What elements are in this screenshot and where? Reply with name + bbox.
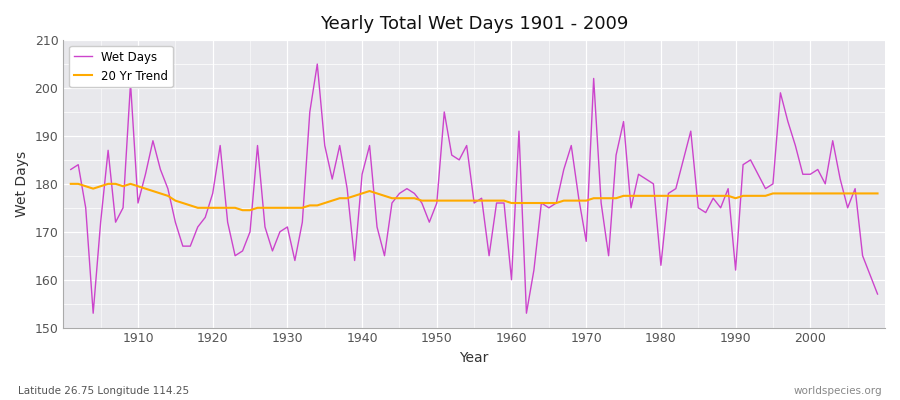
20 Yr Trend: [297, 206, 308, 210]
Wet Days: [611, 153, 622, 158]
Text: worldspecies.org: worldspecies.org: [794, 386, 882, 396]
20 Yr Trend: [66, 182, 77, 186]
20 Yr Trend: [872, 191, 883, 196]
20 Yr Trend: [514, 201, 525, 206]
20 Yr Trend: [238, 208, 248, 212]
Wet Days: [872, 292, 883, 296]
Title: Yearly Total Wet Days 1901 - 2009: Yearly Total Wet Days 1901 - 2009: [320, 15, 628, 33]
Wet Days: [132, 201, 143, 206]
Wet Days: [514, 129, 525, 134]
Legend: Wet Days, 20 Yr Trend: Wet Days, 20 Yr Trend: [69, 46, 173, 87]
Line: 20 Yr Trend: 20 Yr Trend: [71, 184, 878, 210]
Y-axis label: Wet Days: Wet Days: [15, 151, 29, 217]
Line: Wet Days: Wet Days: [71, 64, 878, 313]
20 Yr Trend: [342, 196, 353, 201]
Wet Days: [349, 258, 360, 263]
Wet Days: [312, 62, 323, 66]
Text: Latitude 26.75 Longitude 114.25: Latitude 26.75 Longitude 114.25: [18, 386, 189, 396]
Wet Days: [521, 311, 532, 316]
X-axis label: Year: Year: [460, 351, 489, 365]
20 Yr Trend: [125, 182, 136, 186]
20 Yr Trend: [506, 201, 517, 206]
Wet Days: [66, 167, 77, 172]
20 Yr Trend: [603, 196, 614, 201]
Wet Days: [88, 311, 99, 316]
Wet Days: [297, 220, 308, 224]
